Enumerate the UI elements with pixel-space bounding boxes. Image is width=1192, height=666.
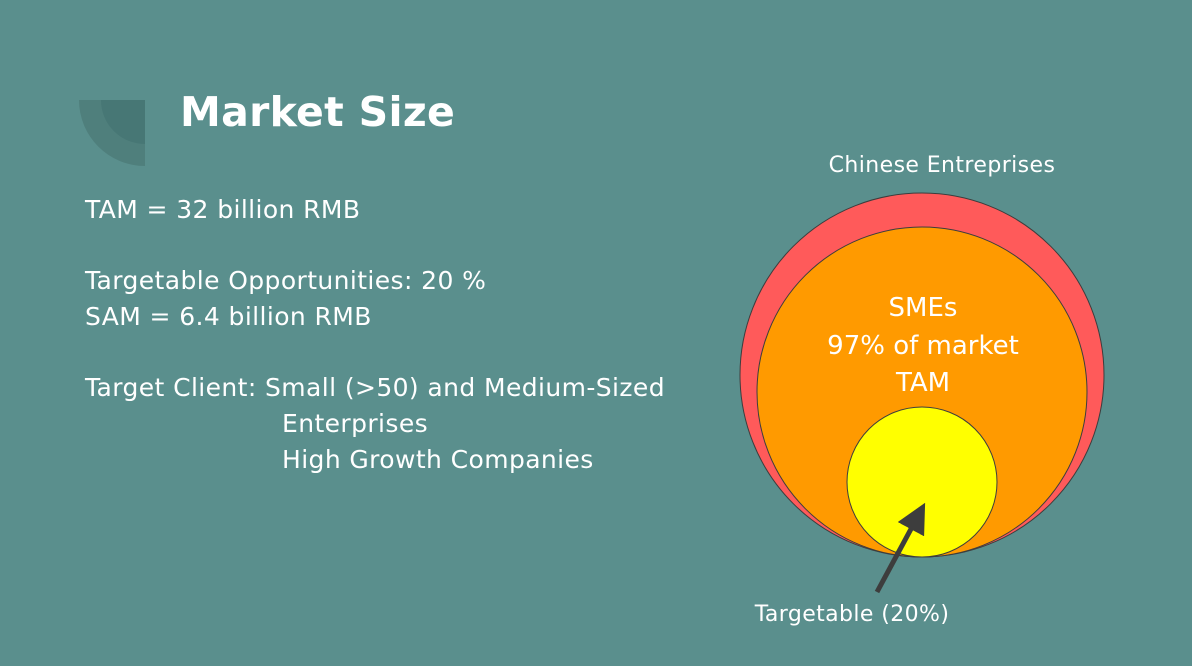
tam-line: TAM = 32 billion RMB — [85, 195, 361, 224]
market-size-text: TAM = 32 billion RMB Targetable Opportun… — [85, 192, 665, 478]
middle-label-smes: SMEs — [889, 293, 958, 323]
outer-circle-label: Chinese Entreprises — [829, 153, 1056, 178]
target-client-continuation: Enterprises — [282, 409, 429, 438]
target-client-extra: High Growth Companies — [282, 445, 594, 474]
targetable-line: Targetable Opportunities: 20 % — [85, 266, 487, 295]
market-circles-diagram: Chinese Entreprises SMEs 97% of market T… — [739, 153, 1105, 627]
pointer-label: Targetable (20%) — [754, 602, 950, 627]
target-client-line: Target Client: Small (>50) and Medium-Si… — [85, 373, 665, 402]
pointer-arrow — [874, 502, 926, 594]
sam-line: SAM = 6.4 billion RMB — [85, 302, 372, 331]
decorative-quarter-circle-icon — [79, 100, 145, 166]
middle-label-tam: TAM — [895, 368, 950, 398]
inner-circle-targetable — [846, 406, 998, 558]
middle-label-share: 97% of market — [827, 331, 1019, 361]
slide-title: Market Size — [180, 88, 456, 136]
